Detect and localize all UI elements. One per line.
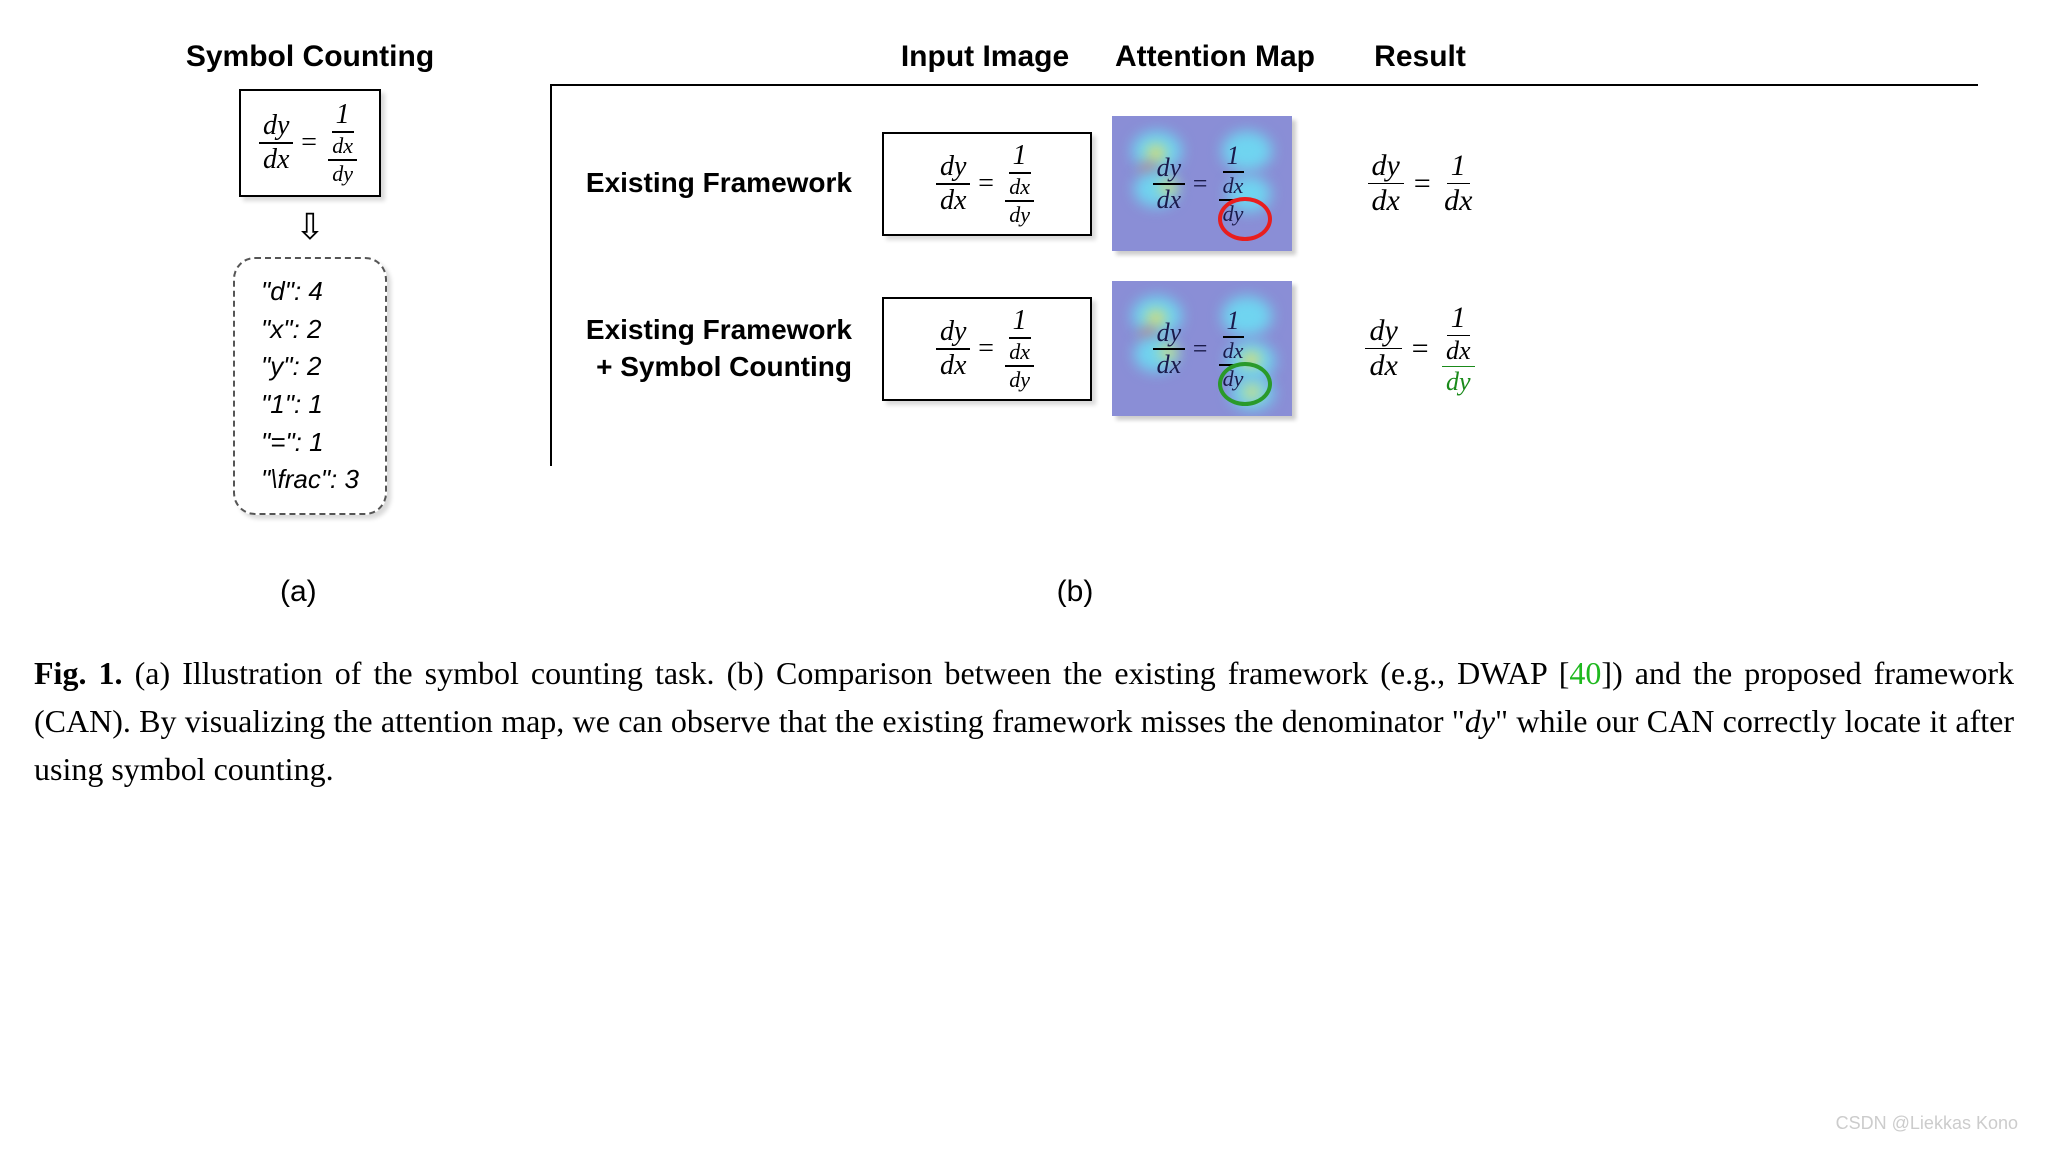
input-formula: dydx = 1dxdy — [936, 142, 1038, 226]
formula-handwritten: dy dx = 1 dx dy — [259, 101, 361, 185]
nested-frac: dx dy — [328, 135, 357, 185]
attention-map: dydx = 1dxdy — [1112, 116, 1292, 251]
count-item: "x": 2 — [261, 311, 359, 349]
sublabel-b: (b) — [1057, 575, 1094, 609]
count-box: "d": 4 "x": 2 "y": 2 "1": 1 "=": 1 "\fra… — [233, 257, 387, 515]
figure-container: Symbol Counting dy dx = 1 dx dy — [30, 40, 2018, 515]
header-result: Result — [1340, 40, 1500, 74]
sub-labels: (a) (b) — [30, 575, 2018, 609]
panel-b: Input Image Attention Map Result Existin… — [550, 40, 1978, 466]
caption-dy: dy — [1465, 703, 1495, 739]
result-formula: dydx = 1 dx dy — [1342, 303, 1502, 395]
caption-text: (a) Illustration of the symbol counting … — [123, 655, 1570, 691]
input-image-box: dydx = 1dxdy — [882, 297, 1092, 401]
input-formula: dydx = 1dxdy — [936, 307, 1038, 391]
sublabel-a: (a) — [280, 575, 317, 609]
watermark: CSDN @Liekkas Kono — [1836, 1113, 2018, 1134]
panel-a: Symbol Counting dy dx = 1 dx dy — [150, 40, 470, 515]
row-label-proposed: Existing Framework + Symbol Counting — [552, 312, 862, 385]
row-label-existing: Existing Framework — [552, 165, 862, 201]
caption-prefix: Fig. 1. — [34, 655, 123, 691]
equals-sign: = — [299, 127, 318, 159]
panel-b-row: Existing Framework + Symbol Counting dyd… — [552, 281, 1978, 416]
panel-b-row: Existing Framework dydx = 1dxdy — [552, 116, 1978, 251]
count-item: "y": 2 — [261, 348, 359, 386]
panel-a-title: Symbol Counting — [186, 40, 434, 74]
count-item: "d": 4 — [261, 273, 359, 311]
count-item: "1": 1 — [261, 386, 359, 424]
frac-right: 1 dx dy — [324, 101, 361, 185]
panel-b-header: Input Image Attention Map Result — [550, 40, 1978, 86]
circle-mark-red — [1218, 197, 1272, 241]
formula-box-a: dy dx = 1 dx dy — [239, 89, 381, 197]
arrow-down-icon: ⇩ — [295, 209, 325, 245]
count-item: "=": 1 — [261, 424, 359, 462]
attention-map: dydx = 1dxdy — [1112, 281, 1292, 416]
count-item: "\frac": 3 — [261, 461, 359, 499]
circle-mark-green — [1218, 362, 1272, 406]
header-input: Input Image — [880, 40, 1090, 74]
header-attn: Attention Map — [1110, 40, 1320, 74]
frac-left: dy dx — [259, 112, 293, 174]
input-image-box: dydx = 1dxdy — [882, 132, 1092, 236]
result-formula: dydx = 1dx — [1342, 151, 1502, 216]
panel-b-body: Existing Framework dydx = 1dxdy — [550, 86, 1978, 466]
figure-caption: Fig. 1. (a) Illustration of the symbol c… — [30, 649, 2018, 793]
citation-link[interactable]: 40 — [1569, 655, 1601, 691]
